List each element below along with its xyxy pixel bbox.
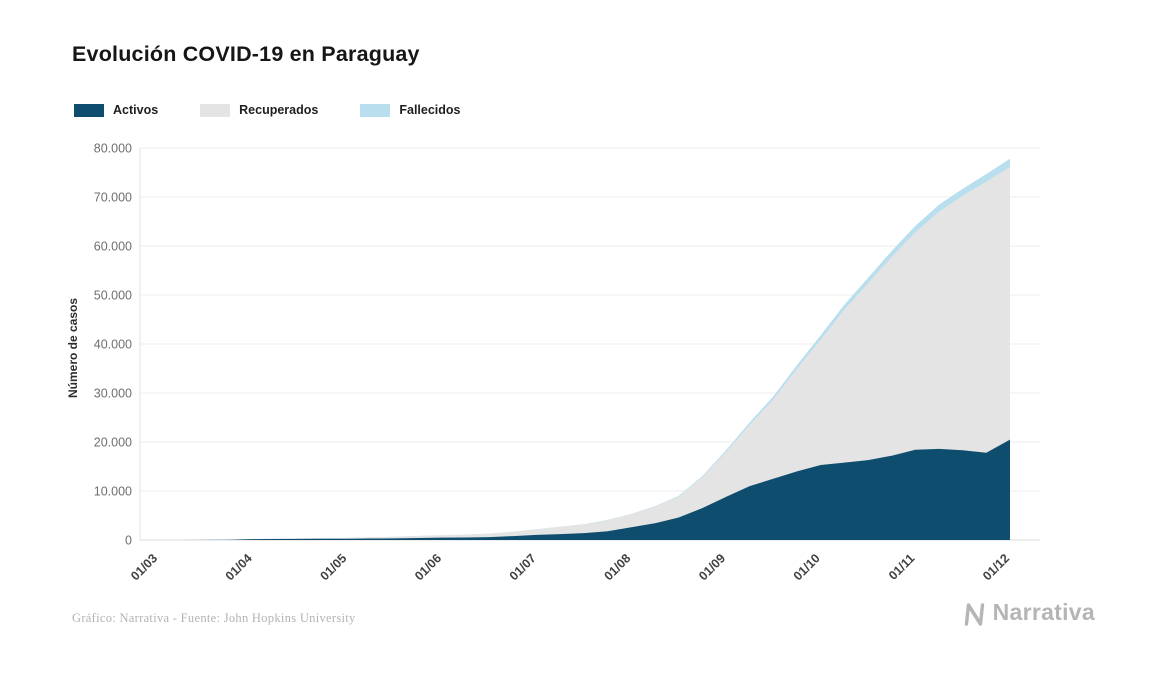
- x-tick-label: 01/09: [696, 551, 728, 583]
- x-tick-label: 01/07: [507, 551, 539, 583]
- legend-swatch: [360, 103, 391, 117]
- covid-stacked-area-chart: 0 10.000 20.000 30.000 40.000 50.000 60.000 70.…: [94, 142, 1040, 583]
- narrativa-logo: Narrativa: [964, 599, 1095, 626]
- x-tick-label: 01/04: [223, 551, 255, 583]
- x-axis-labels: 01/03 01/04 01/05 01/06 01/07 01/08 01/09 01/10…: [128, 551, 1012, 583]
- x-tick-label: 01/10: [791, 551, 823, 583]
- x-tick-label: 01/11: [886, 551, 918, 583]
- x-tick-label: 01/12: [980, 551, 1012, 583]
- y-tick-label: 70.000: [94, 191, 132, 205]
- legend-label: Recuperados: [239, 103, 319, 117]
- x-tick-label: 01/05: [317, 551, 349, 583]
- narrativa-logo-icon: [964, 602, 984, 626]
- legend-item-activos[interactable]: Activos: [74, 103, 158, 117]
- series-areas: [158, 158, 1010, 541]
- area-recuperados: [158, 166, 1010, 540]
- y-tick-label: 0: [125, 534, 132, 548]
- y-tick-label: 60.000: [94, 240, 132, 254]
- y-tick-label: 20.000: [94, 436, 132, 450]
- x-tick-label: 01/08: [601, 551, 633, 583]
- y-tick-label: 40.000: [94, 338, 132, 352]
- legend-swatch: [74, 103, 104, 117]
- page-title: Evolución COVID-19 en Paraguay: [72, 42, 420, 66]
- footer-credit: Gráfico: Narrativa - Fuente: John Hopkin…: [72, 611, 356, 625]
- x-tick-label: 01/06: [412, 551, 444, 583]
- chart-legend: Activos Recuperados Fallecidos: [74, 103, 461, 117]
- narrativa-logo-text: Narrativa: [992, 599, 1095, 625]
- x-tick-label: 01/03: [128, 551, 160, 583]
- legend-label: Activos: [113, 103, 159, 117]
- gridlines: [139, 147, 1040, 541]
- y-tick-label: 50.000: [94, 289, 132, 303]
- y-axis-labels: 0 10.000 20.000 30.000 40.000 50.000 60.000 70.…: [94, 142, 132, 548]
- legend-item-fallecidos[interactable]: Fallecidos: [360, 103, 461, 117]
- legend-item-recuperados[interactable]: Recuperados: [200, 103, 318, 117]
- area-activos: [158, 439, 1010, 540]
- legend-swatch: [200, 103, 231, 117]
- y-tick-label: 80.000: [94, 142, 132, 156]
- y-tick-label: 30.000: [94, 387, 132, 401]
- legend-label: Fallecidos: [399, 103, 461, 117]
- y-tick-label: 10.000: [94, 485, 132, 499]
